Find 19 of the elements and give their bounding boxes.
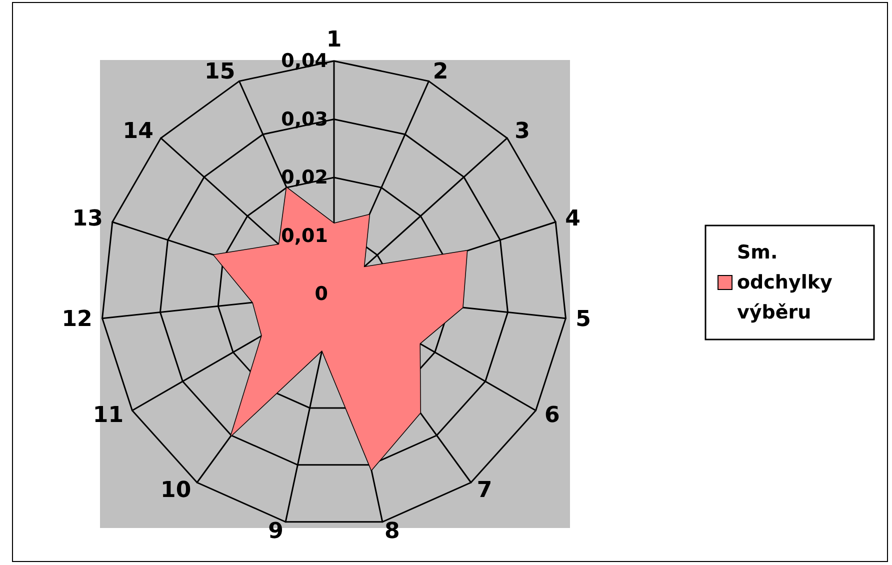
spoke-label: 10 (160, 478, 192, 504)
spoke-label: 13 (72, 206, 103, 232)
y-tick-label: 0,03 (281, 108, 328, 130)
legend-label: Sm. odchylky výběru (737, 242, 839, 324)
spoke-label: 1 (326, 28, 342, 52)
y-tick-label: 0,01 (281, 224, 328, 247)
spoke-label: 8 (384, 519, 400, 544)
spoke-label: 14 (122, 118, 154, 144)
spoke-label: 4 (565, 206, 580, 232)
y-tick-label: 0 (314, 283, 328, 305)
spoke-label: 11 (92, 403, 124, 428)
spoke-label: 7 (476, 478, 492, 504)
spoke-label: 3 (514, 118, 530, 144)
spoke-label: 5 (576, 306, 591, 332)
spoke-label: 15 (204, 60, 236, 85)
spoke-label: 2 (432, 60, 448, 85)
spoke-label: 12 (62, 306, 92, 332)
spoke-label: 9 (268, 519, 284, 544)
spoke-label: 6 (544, 403, 560, 428)
